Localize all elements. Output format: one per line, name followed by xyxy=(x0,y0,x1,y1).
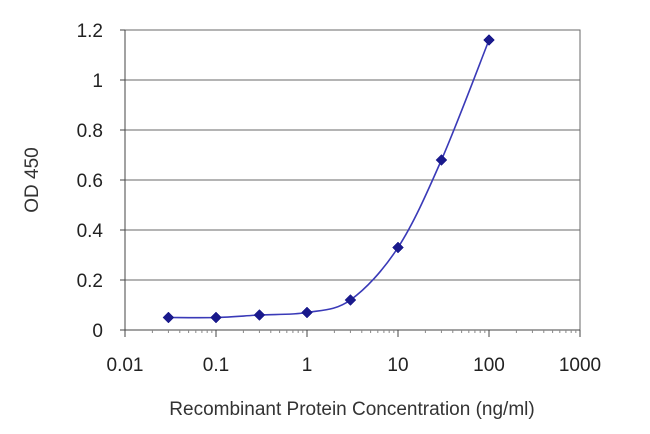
data-point xyxy=(483,34,495,46)
x-tick-label: 0.1 xyxy=(203,355,229,376)
data-point xyxy=(392,241,404,254)
series-points xyxy=(162,34,495,324)
x-tick-label: 1 xyxy=(302,355,313,376)
y-tick-label: 0.4 xyxy=(77,221,104,242)
y-tick-labels: 0 0.2 0.4 0.6 0.8 1 1.2 xyxy=(77,21,104,342)
data-point xyxy=(301,306,313,319)
x-tick-labels: 0.01 0.1 1 10 100 1000 xyxy=(107,355,602,376)
x-tick-label: 100 xyxy=(473,355,505,376)
x-axis-title: Recombinant Protein Concentration (ng/ml… xyxy=(169,399,534,420)
data-point xyxy=(210,311,222,324)
grid-lines xyxy=(125,79,580,281)
x-tick-label: 0.01 xyxy=(107,355,144,376)
y-tick-label: 0.6 xyxy=(77,171,103,192)
y-tick-label: 0.2 xyxy=(77,271,103,292)
y-tick-label: 0 xyxy=(92,321,103,342)
axes xyxy=(120,29,581,337)
data-point xyxy=(344,294,357,306)
y-tick-label: 0.8 xyxy=(77,121,103,142)
y-tick-label: 1.2 xyxy=(77,21,103,42)
x-tick-label: 10 xyxy=(387,355,408,376)
y-axis-title: OD 450 xyxy=(22,147,43,212)
data-point xyxy=(253,309,266,321)
y-tick-label: 1 xyxy=(92,71,103,92)
data-point xyxy=(162,311,175,324)
data-point xyxy=(435,154,448,166)
x-tick-label: 1000 xyxy=(559,355,601,376)
